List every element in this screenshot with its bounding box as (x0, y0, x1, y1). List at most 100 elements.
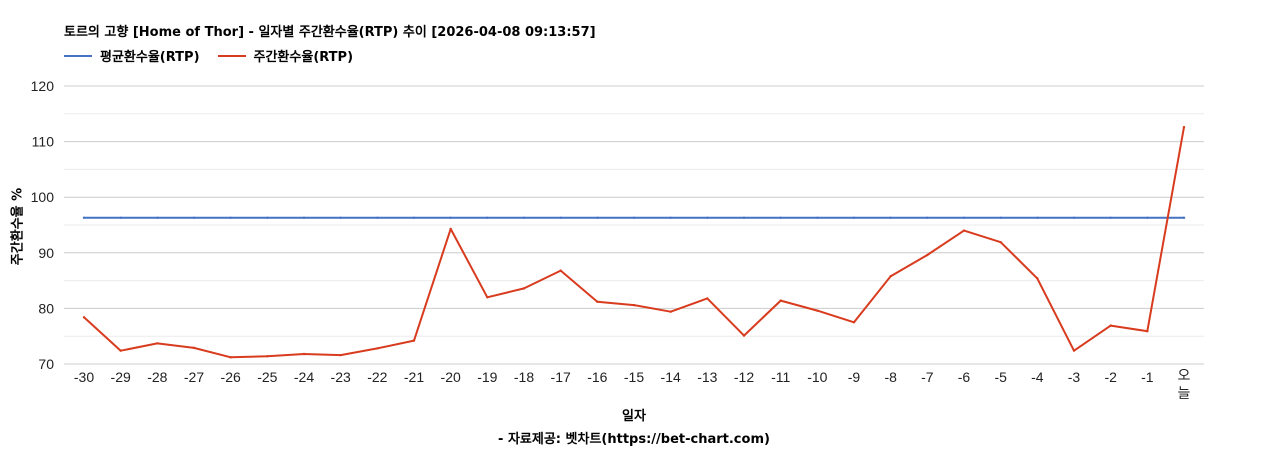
x-tick-label: -26 (221, 369, 241, 385)
data-point-weekly (999, 241, 1002, 244)
data-point-average (926, 216, 929, 219)
data-point-weekly (229, 356, 232, 359)
data-point-weekly (302, 352, 306, 356)
data-point-average (706, 216, 709, 219)
x-tick-label: -5 (994, 369, 1007, 385)
y-tick-label: 90 (38, 245, 54, 261)
x-tick-label: -16 (587, 369, 607, 385)
x-tick-label: -23 (331, 369, 351, 385)
x-tick-label: -15 (624, 369, 644, 385)
data-point-weekly (1146, 329, 1149, 333)
data-point-average (1182, 216, 1186, 219)
x-tick-label: -29 (111, 369, 131, 385)
x-tick-label: -17 (551, 369, 571, 385)
x-tick-label: -9 (848, 369, 861, 385)
chart-title: 토르의 고향 [Home of Thor] - 일자별 주간환수율(RTP) 추… (64, 25, 596, 40)
data-point-average (266, 216, 269, 219)
legend-swatch-weekly (217, 54, 246, 57)
x-tick-label: -3 (1068, 369, 1081, 385)
x-tick-label: -30 (74, 369, 94, 385)
data-point-average (82, 216, 86, 219)
x-tick-label: -7 (921, 369, 934, 385)
data-point-weekly (816, 309, 819, 312)
series-line-weekly (83, 126, 1185, 359)
data-point-weekly (962, 229, 966, 232)
data-point-average (1036, 216, 1039, 219)
x-tick-label: -21 (404, 369, 424, 385)
data-point-weekly (412, 339, 416, 342)
data-point-average (742, 216, 746, 219)
y-tick-label: 110 (32, 134, 55, 150)
data-point-average (1072, 216, 1076, 219)
data-point-average (522, 216, 526, 219)
data-point-weekly (449, 227, 452, 231)
x-tick-label: -4 (1031, 369, 1044, 385)
x-tick-label: -14 (661, 369, 681, 385)
data-point-weekly (486, 296, 489, 299)
data-point-weekly (1036, 277, 1039, 280)
data-point-weekly (632, 303, 636, 307)
x-tick-label: -24 (294, 369, 314, 385)
y-tick-label: 80 (38, 300, 54, 316)
x-tick-label: -28 (147, 369, 167, 385)
x-tick-label: -25 (257, 369, 277, 385)
data-point-average (119, 216, 122, 219)
data-point-average (632, 216, 636, 219)
y-axis-ticks: 70 80 90 100 110 120 (31, 78, 55, 372)
data-point-weekly (339, 353, 342, 357)
x-tick-label: -12 (734, 369, 754, 385)
data-point-average (669, 216, 672, 219)
x-tick-label: -2 (1104, 369, 1117, 385)
x-tick-label: -8 (884, 369, 897, 385)
y-tick-label: 70 (38, 356, 54, 372)
data-point-weekly (596, 300, 599, 303)
data-point-weekly (156, 342, 159, 345)
legend-item-weekly[interactable]: 주간환수율(RTP) (217, 46, 354, 65)
data-point-average (559, 216, 562, 219)
data-point-average (486, 216, 489, 219)
data-point-average (339, 216, 342, 219)
x-tick-label: -20 (441, 369, 461, 385)
x-tick-label: -11 (771, 369, 790, 385)
data-point-average (302, 216, 306, 219)
data-point-weekly (82, 316, 86, 319)
data-point-average (889, 216, 892, 219)
data-point-average (1146, 216, 1149, 219)
data-point-weekly (192, 346, 196, 350)
y-tick-label: 100 (31, 189, 55, 205)
data-point-weekly (926, 253, 929, 257)
x-tick-label: -27 (184, 369, 204, 385)
data-point-weekly (266, 355, 269, 358)
legend-item-average[interactable]: 평균환수율(RTP) (64, 46, 200, 65)
data-point-weekly (889, 274, 892, 278)
chart-series (82, 125, 1186, 359)
data-point-average (779, 216, 782, 219)
data-point-weekly (706, 297, 709, 300)
data-point-weekly (522, 287, 526, 290)
grid-lines (64, 85, 1204, 365)
chart-legend: 평균환수율(RTP) 주간환수율(RTP) (64, 46, 371, 65)
data-point-average (962, 216, 966, 219)
data-point-average (999, 216, 1002, 219)
x-tick-label: -19 (477, 369, 497, 385)
data-point-weekly (779, 299, 782, 302)
data-point-average (156, 216, 159, 219)
x-tick-label: -13 (697, 369, 717, 385)
legend-swatch-average (64, 54, 92, 57)
data-point-average (1109, 216, 1112, 219)
x-tick-label: -10 (807, 369, 827, 385)
legend-label-average: 평균환수율(RTP) (100, 50, 200, 65)
data-point-weekly (1182, 125, 1186, 129)
data-point-weekly (376, 347, 379, 350)
x-axis-ticks: -30 -29 -28 -27 -26 -25 -24 -23 -22 -21 -20 -19 -18 -… (74, 368, 1191, 402)
data-point-average (816, 216, 819, 219)
data-point-average (229, 216, 232, 219)
data-point-weekly (559, 269, 562, 272)
data-point-average (192, 216, 196, 219)
y-tick-label: 120 (31, 78, 55, 94)
x-axis-label: 일자 (622, 409, 646, 424)
data-point-average (412, 216, 416, 219)
x-tick-label: -22 (367, 369, 387, 385)
legend-label-weekly: 주간환수율(RTP) (253, 50, 354, 65)
